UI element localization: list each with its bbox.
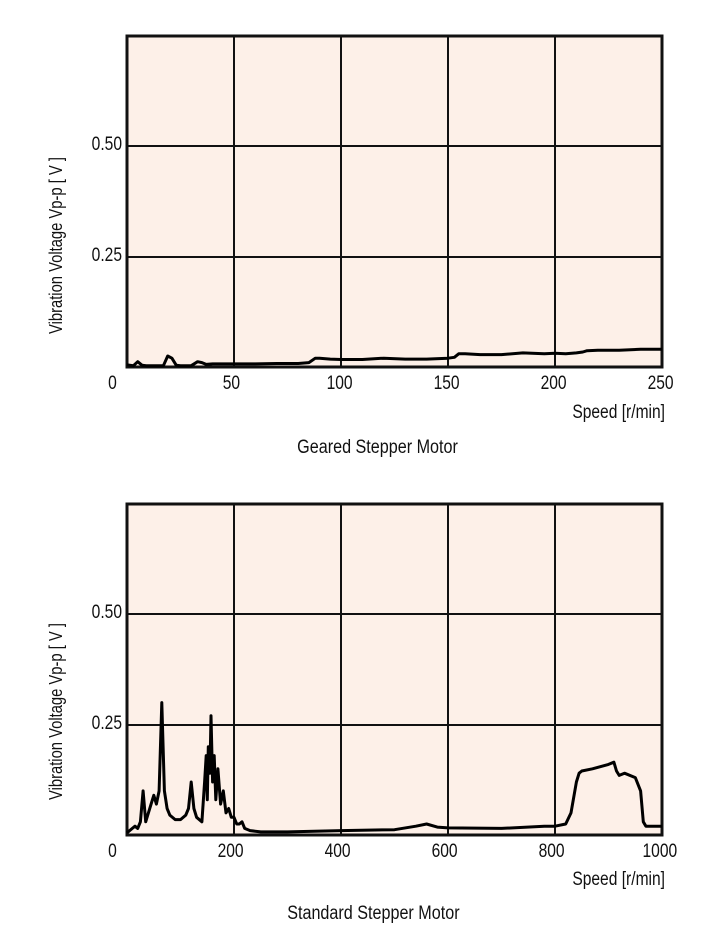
x-tick: 0 xyxy=(108,841,117,862)
x-axis-label: Speed [r/min] xyxy=(572,402,665,423)
geared-data-line xyxy=(126,347,662,368)
x-tick: 50 xyxy=(222,373,241,394)
x-tick: 800 xyxy=(538,841,565,862)
y-tick-0.25: 0.25 xyxy=(91,245,122,266)
x-tick: 0 xyxy=(108,373,117,394)
grid-lines xyxy=(127,504,662,835)
plot-frame xyxy=(125,34,664,369)
geared-plot-area xyxy=(125,34,664,369)
x-tick: 400 xyxy=(324,841,351,862)
x-tick: 100 xyxy=(326,373,353,394)
x-tick: 250 xyxy=(647,373,674,394)
chart-caption: Standard Stepper Motor xyxy=(287,903,460,924)
x-tick: 200 xyxy=(217,841,244,862)
geared-motor-chart: Vibration Voltage Vp-p [ V ] 0.50 0.25 0… xyxy=(46,34,674,458)
x-axis-label: Speed [r/min] xyxy=(572,869,665,890)
grid-lines xyxy=(127,36,662,367)
x-tick: 150 xyxy=(433,373,460,394)
y-tick-0.25: 0.25 xyxy=(91,713,122,734)
y-tick-0.50: 0.50 xyxy=(91,602,122,623)
x-tick: 1000 xyxy=(642,841,678,862)
y-axis-label: Vibration Voltage Vp-p [ V ] xyxy=(46,623,66,800)
chart-caption: Geared Stepper Motor xyxy=(297,437,458,458)
y-tick-0.50: 0.50 xyxy=(91,134,122,155)
x-tick: 600 xyxy=(431,841,458,862)
x-tick: 200 xyxy=(540,373,567,394)
standard-data-line xyxy=(126,701,662,834)
